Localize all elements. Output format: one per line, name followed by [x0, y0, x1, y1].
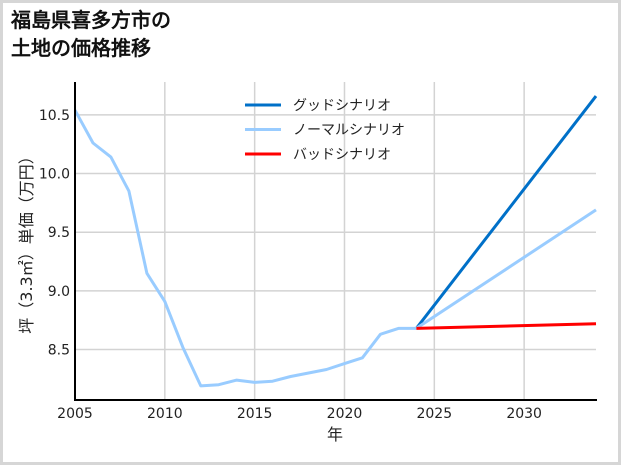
- chart-title: 福島県喜多方市の 土地の価格推移: [11, 6, 171, 62]
- axes: [74, 82, 597, 401]
- series-line-1: [415, 95, 598, 330]
- series-line-3: [416, 322, 597, 330]
- legend-label: グッドシナリオ: [293, 98, 391, 114]
- legend-label: ノーマルシナリオ: [293, 123, 405, 139]
- legend-label: バッドシナリオ: [293, 147, 391, 163]
- y-tick-label: 8.5: [48, 343, 70, 359]
- y-tick-label: 9.5: [48, 225, 70, 241]
- chart-title-line-1: 福島県喜多方市の: [11, 8, 171, 32]
- x-tick-label: 2015: [237, 406, 273, 422]
- legend-item: グッドシナリオ: [245, 98, 391, 114]
- x-tick-labels: 2005 2010 2015 2020 2025 2030: [57, 406, 542, 422]
- y-tick-label: 10.5: [39, 108, 70, 124]
- y-tick-label: 10.0: [39, 167, 70, 183]
- y-axis-label: 坪（3.3㎡）単価（万円）: [17, 148, 36, 333]
- legend-item: バッドシナリオ: [245, 147, 391, 163]
- y-tick-labels: 8.5 9.0 9.5 10.0 10.5: [39, 108, 70, 359]
- y-tick-label: 9.0: [48, 284, 70, 300]
- data-series: [73, 95, 598, 388]
- x-tick-label: 2025: [416, 406, 452, 422]
- chart-title-line-2: 土地の価格推移: [11, 36, 151, 60]
- series-line-0: [73, 109, 417, 388]
- legend-item: ノーマルシナリオ: [245, 123, 405, 139]
- series-line-2: [415, 208, 597, 330]
- x-tick-label: 2020: [327, 406, 363, 422]
- x-tick-label: 2005: [57, 406, 93, 422]
- x-axis-label: 年: [327, 425, 343, 444]
- x-tick-label: 2010: [147, 406, 183, 422]
- x-tick-label: 2030: [506, 406, 542, 422]
